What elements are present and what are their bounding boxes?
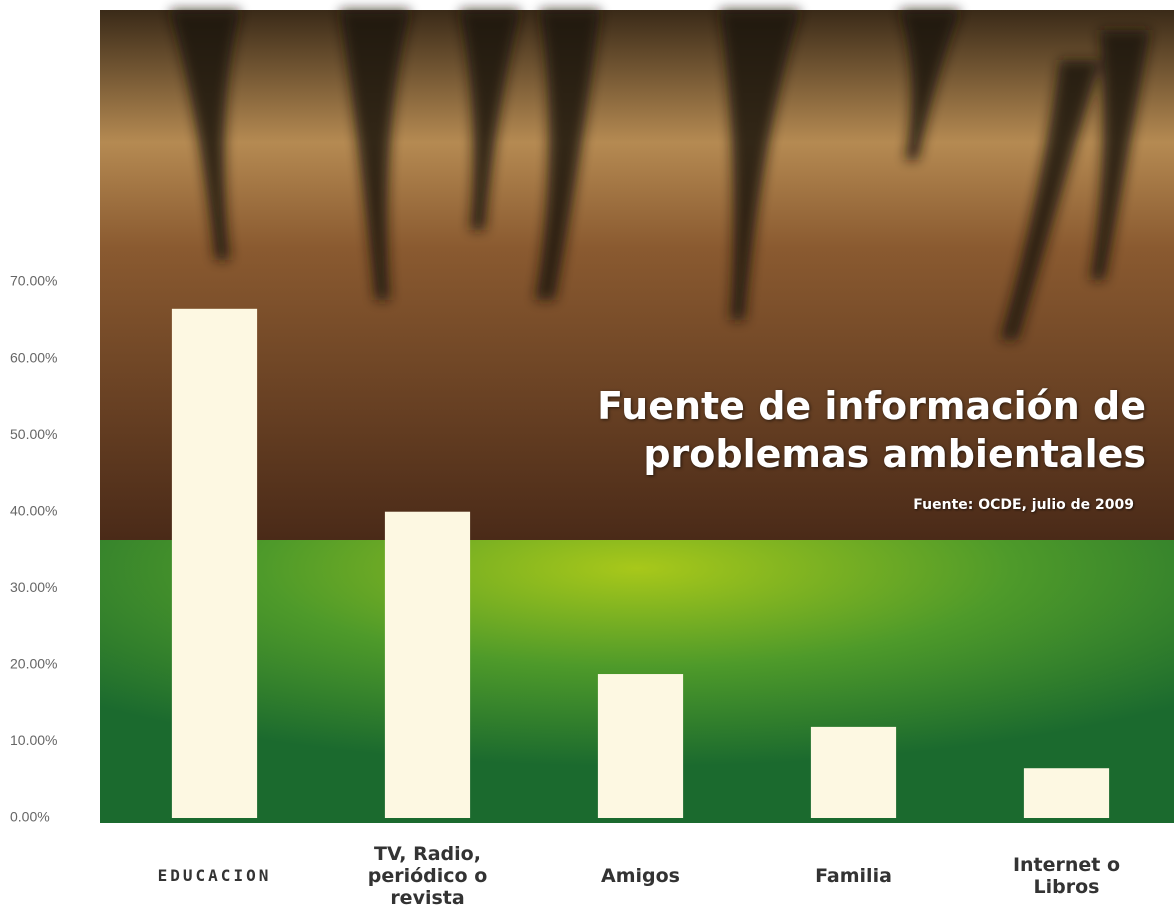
chart-title: Fuente de información de problemas ambie… xyxy=(597,384,1146,476)
chart-subtitle: Fuente: OCDE, julio de 2009 xyxy=(913,497,1134,513)
smoke xyxy=(170,10,1150,340)
y-tick-label: 40.00% xyxy=(10,502,57,518)
y-tick-label: 20.00% xyxy=(10,656,57,672)
y-tick-label: 70.00% xyxy=(10,273,57,289)
x-tick-label: EDUCACION xyxy=(157,866,272,885)
bar xyxy=(810,726,897,818)
bar xyxy=(171,308,258,818)
y-tick-label: 0.00% xyxy=(10,809,50,825)
background-image xyxy=(100,10,1174,540)
bar xyxy=(597,674,684,818)
x-tick-label: Internet o Libros xyxy=(1012,854,1121,898)
y-tick-label: 60.00% xyxy=(10,349,57,365)
y-tick-label: 50.00% xyxy=(10,426,57,442)
x-tick-label: Familia xyxy=(815,865,892,887)
x-tick-label: Amigos xyxy=(601,865,680,887)
x-tick-label: TV, Radio, periódico o revista xyxy=(367,843,488,909)
bar xyxy=(1023,768,1110,818)
y-tick-label: 10.00% xyxy=(10,732,57,748)
bar xyxy=(384,511,471,818)
y-tick-label: 30.00% xyxy=(10,579,57,595)
